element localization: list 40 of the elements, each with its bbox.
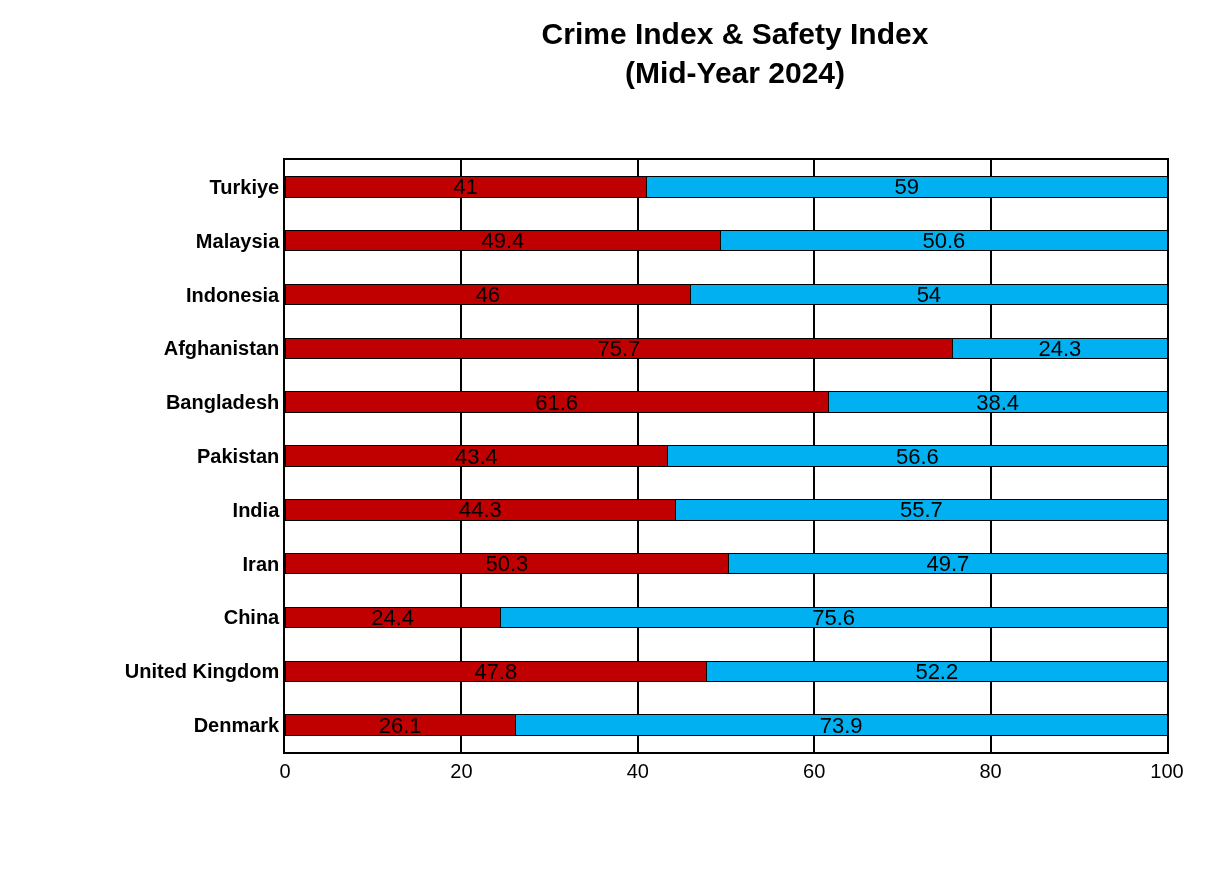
data-label: 61.6 [535, 389, 579, 415]
data-label: 47.8 [474, 658, 518, 684]
data-label: 46 [475, 282, 501, 308]
y-tick-label: China [223, 606, 281, 629]
data-label: 75.6 [812, 604, 856, 630]
x-tick-label: 80 [979, 759, 1002, 782]
data-label: 43.4 [454, 443, 498, 469]
y-tick-label: Iran [242, 552, 280, 575]
y-tick-label: Indonesia [185, 283, 281, 306]
chart-title: Crime Index & Safety Index (Mid-Year 2024) [541, 16, 929, 89]
data-label: 75.7 [597, 335, 641, 361]
y-tick-label: Bangladesh [165, 391, 280, 414]
data-label: 24.3 [1038, 335, 1082, 361]
x-tick-label: 60 [803, 759, 826, 782]
x-tick-label: 20 [450, 759, 473, 782]
data-label: 49.4 [481, 228, 525, 254]
x-tick-label: 0 [279, 759, 291, 782]
y-tick-label: Afghanistan [163, 337, 280, 360]
data-label: 41 [453, 174, 479, 200]
y-tick-label: Turkiye [209, 175, 280, 198]
data-label: 49.7 [926, 551, 970, 577]
x-tick-label: 100 [1150, 759, 1184, 782]
x-tick-label: 40 [626, 759, 649, 782]
y-tick-label: India [232, 498, 281, 521]
data-label: 56.6 [895, 443, 939, 469]
data-label: 26.1 [378, 712, 422, 738]
y-tick-label: Denmark [193, 714, 281, 737]
data-label: 44.3 [458, 497, 502, 523]
y-tick-label: Malaysia [195, 229, 281, 252]
data-label: 38.4 [976, 389, 1020, 415]
data-label: 50.3 [485, 551, 529, 577]
data-label: 52.2 [915, 658, 959, 684]
data-label: 73.9 [819, 712, 863, 738]
y-tick-label: Pakistan [196, 445, 280, 467]
data-label: 55.7 [899, 497, 943, 523]
data-label: 54 [916, 282, 942, 308]
y-tick-label: United Kingdom [124, 660, 280, 683]
data-label: 50.6 [922, 228, 966, 254]
data-label: 59 [894, 174, 920, 200]
data-label: 24.4 [371, 604, 415, 630]
